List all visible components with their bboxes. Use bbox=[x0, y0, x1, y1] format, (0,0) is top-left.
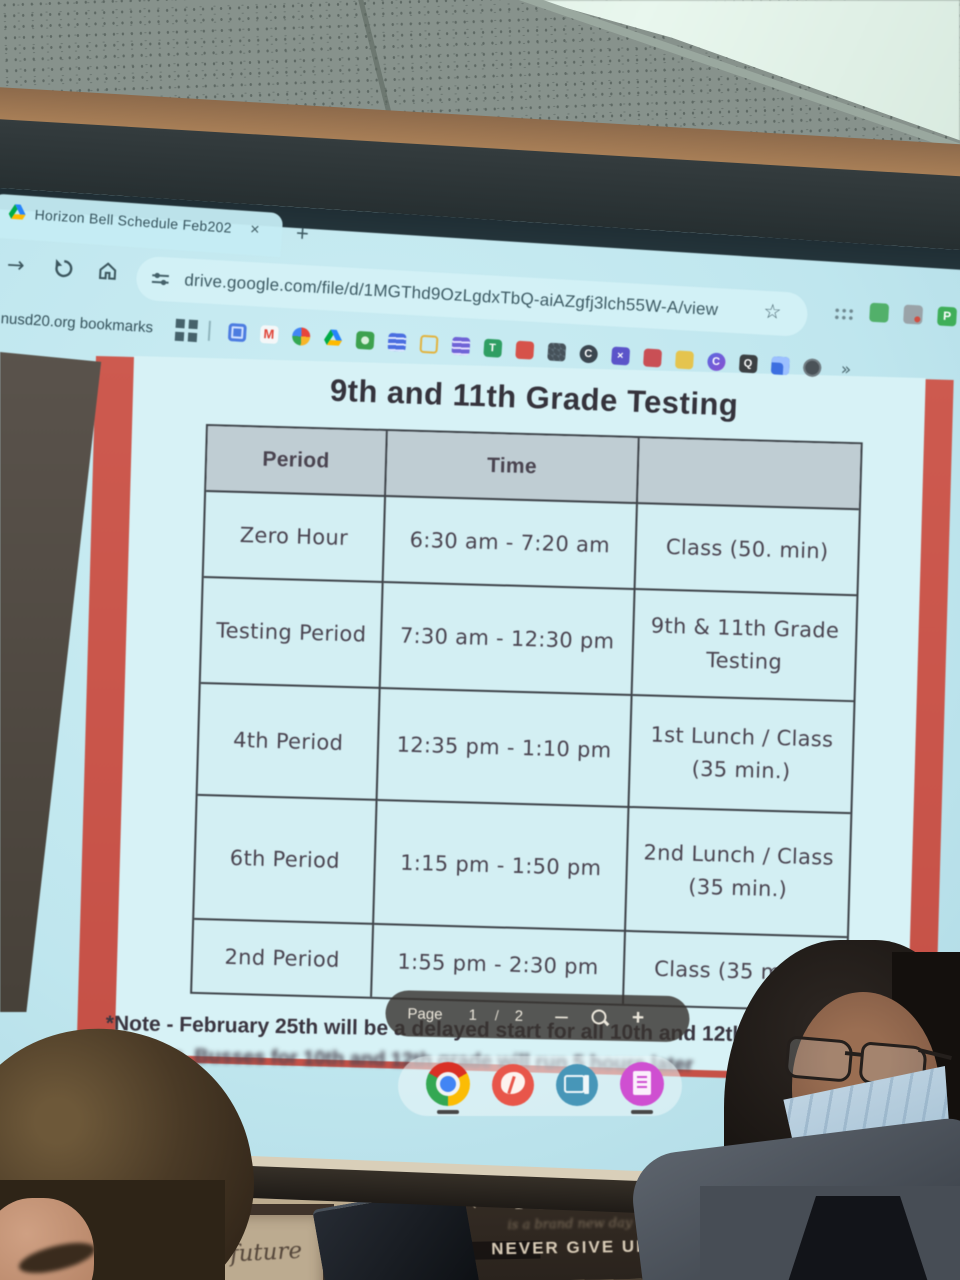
bookmark-icon-mosaic[interactable] bbox=[546, 342, 566, 362]
table-header-period: Period bbox=[206, 426, 388, 498]
table-cell: 1:15 pm - 1:50 pm bbox=[374, 800, 630, 932]
bookmark-icon-classroom-green[interactable] bbox=[355, 330, 375, 350]
bookmark-icon-drive[interactable] bbox=[323, 329, 342, 348]
bookmark-icon-app-blue[interactable] bbox=[770, 356, 790, 376]
bookmark-icon-circle-blue[interactable] bbox=[706, 352, 726, 372]
browser-tab-strip: Horizon Bell Schedule Feb202 × + bbox=[0, 193, 499, 274]
forward-icon[interactable]: → bbox=[6, 252, 26, 278]
table-cell: 9th & 11th Grade Testing bbox=[632, 590, 857, 703]
bookmark-icon-grid-red[interactable] bbox=[642, 348, 662, 368]
extension-dots-icon[interactable] bbox=[833, 306, 856, 322]
table-cell: 2nd Lunch / Class (35 min.) bbox=[625, 807, 851, 939]
bookmark-icon-gmail[interactable] bbox=[259, 324, 279, 345]
bookmarks-overflow-chevron[interactable]: » bbox=[840, 359, 852, 381]
magnifier-icon[interactable] bbox=[591, 1009, 610, 1026]
zoom-in-button[interactable]: + bbox=[631, 1006, 645, 1030]
table-cell: 12:35 pm - 1:10 pm bbox=[377, 688, 633, 808]
bookmark-icon-google-circle[interactable] bbox=[291, 326, 311, 346]
bookmark-icon-app-yellow[interactable] bbox=[674, 350, 694, 370]
table-cell: 6th Period bbox=[194, 795, 378, 925]
notes-active-indicator bbox=[631, 1110, 653, 1114]
current-page[interactable]: 1 bbox=[468, 1006, 478, 1024]
bookmark-icon-app-red[interactable] bbox=[514, 340, 534, 360]
brain-app-icon[interactable] bbox=[492, 1064, 534, 1106]
schedule-table: Period Time Zero Hour 6:30 am - 7:20 am … bbox=[190, 424, 863, 1013]
table-cell: 7:30 am - 12:30 pm bbox=[380, 583, 636, 697]
zoom-out-button[interactable]: − bbox=[552, 1004, 571, 1029]
table-header-blank bbox=[637, 438, 861, 511]
bookmark-icon-docs-purple[interactable] bbox=[450, 336, 471, 356]
bookmark-star-icon[interactable]: ☆ bbox=[762, 298, 783, 324]
home-icon[interactable] bbox=[96, 259, 119, 282]
glasses-lens-left bbox=[784, 1035, 854, 1083]
chrome-icon[interactable] bbox=[426, 1062, 470, 1106]
bookmarks-bar: nusd20.org bookmarks bbox=[0, 298, 960, 398]
extension-gray-icon[interactable] bbox=[903, 304, 924, 325]
notes-app-icon[interactable] bbox=[620, 1062, 664, 1106]
table-cell: Testing Period bbox=[200, 577, 384, 689]
reload-icon[interactable] bbox=[52, 257, 75, 280]
bookmark-icons bbox=[227, 322, 822, 378]
bookmark-icon-folder-yellow[interactable] bbox=[419, 334, 439, 354]
address-bar[interactable]: drive.google.com/file/d/1MGThd9OzLgdxTbQ… bbox=[135, 255, 809, 338]
pdf-page-toolbar: Page 1 / 2 − + bbox=[385, 990, 690, 1043]
bookmark-icon-classroom-blue[interactable] bbox=[227, 322, 247, 343]
tab-close-icon[interactable]: × bbox=[249, 221, 261, 239]
bookmark-icon-q-dark[interactable] bbox=[738, 354, 758, 374]
bookmark-icon-sheets-green[interactable] bbox=[482, 338, 502, 358]
table-cell: 6:30 am - 7:20 am bbox=[383, 497, 638, 591]
url-text[interactable]: drive.google.com/file/d/1MGThd9OzLgdxTbQ… bbox=[183, 270, 719, 320]
table-cell: Zero Hour bbox=[203, 492, 387, 584]
apps-grid-icon[interactable] bbox=[175, 318, 185, 328]
bookmark-icon-globe[interactable] bbox=[802, 358, 822, 378]
extension-p-icon[interactable]: P bbox=[937, 306, 958, 327]
bookmark-icon-circle-dark[interactable] bbox=[578, 344, 598, 364]
new-tab-button[interactable]: + bbox=[295, 220, 310, 247]
drive-favicon-icon bbox=[8, 204, 26, 220]
table-header-time: Time bbox=[386, 431, 640, 505]
page-label: Page bbox=[407, 1004, 443, 1023]
table-cell: 2nd Period bbox=[192, 919, 375, 997]
bookmarks-folder[interactable]: nusd20.org bookmarks bbox=[0, 309, 154, 336]
bookmark-icon-purple-x[interactable] bbox=[610, 346, 630, 366]
table-cell: 4th Period bbox=[197, 683, 381, 801]
bookmark-icon-docs-blue[interactable] bbox=[387, 332, 407, 352]
total-pages: 2 bbox=[514, 1007, 524, 1025]
browser-toolbar: → drive.google.com/file/d/1MGThd9OzLgd bbox=[0, 246, 959, 352]
page-separator: / bbox=[494, 1007, 499, 1024]
extension-green-icon[interactable] bbox=[869, 302, 890, 323]
table-cell: Class (50. min) bbox=[635, 504, 859, 597]
media-app-icon[interactable] bbox=[556, 1064, 598, 1106]
chrome-active-indicator bbox=[437, 1110, 459, 1114]
table-cell: 1st Lunch / Class (35 min.) bbox=[629, 696, 854, 815]
site-info-icon[interactable] bbox=[150, 268, 171, 289]
bookmarks-divider bbox=[207, 320, 211, 341]
